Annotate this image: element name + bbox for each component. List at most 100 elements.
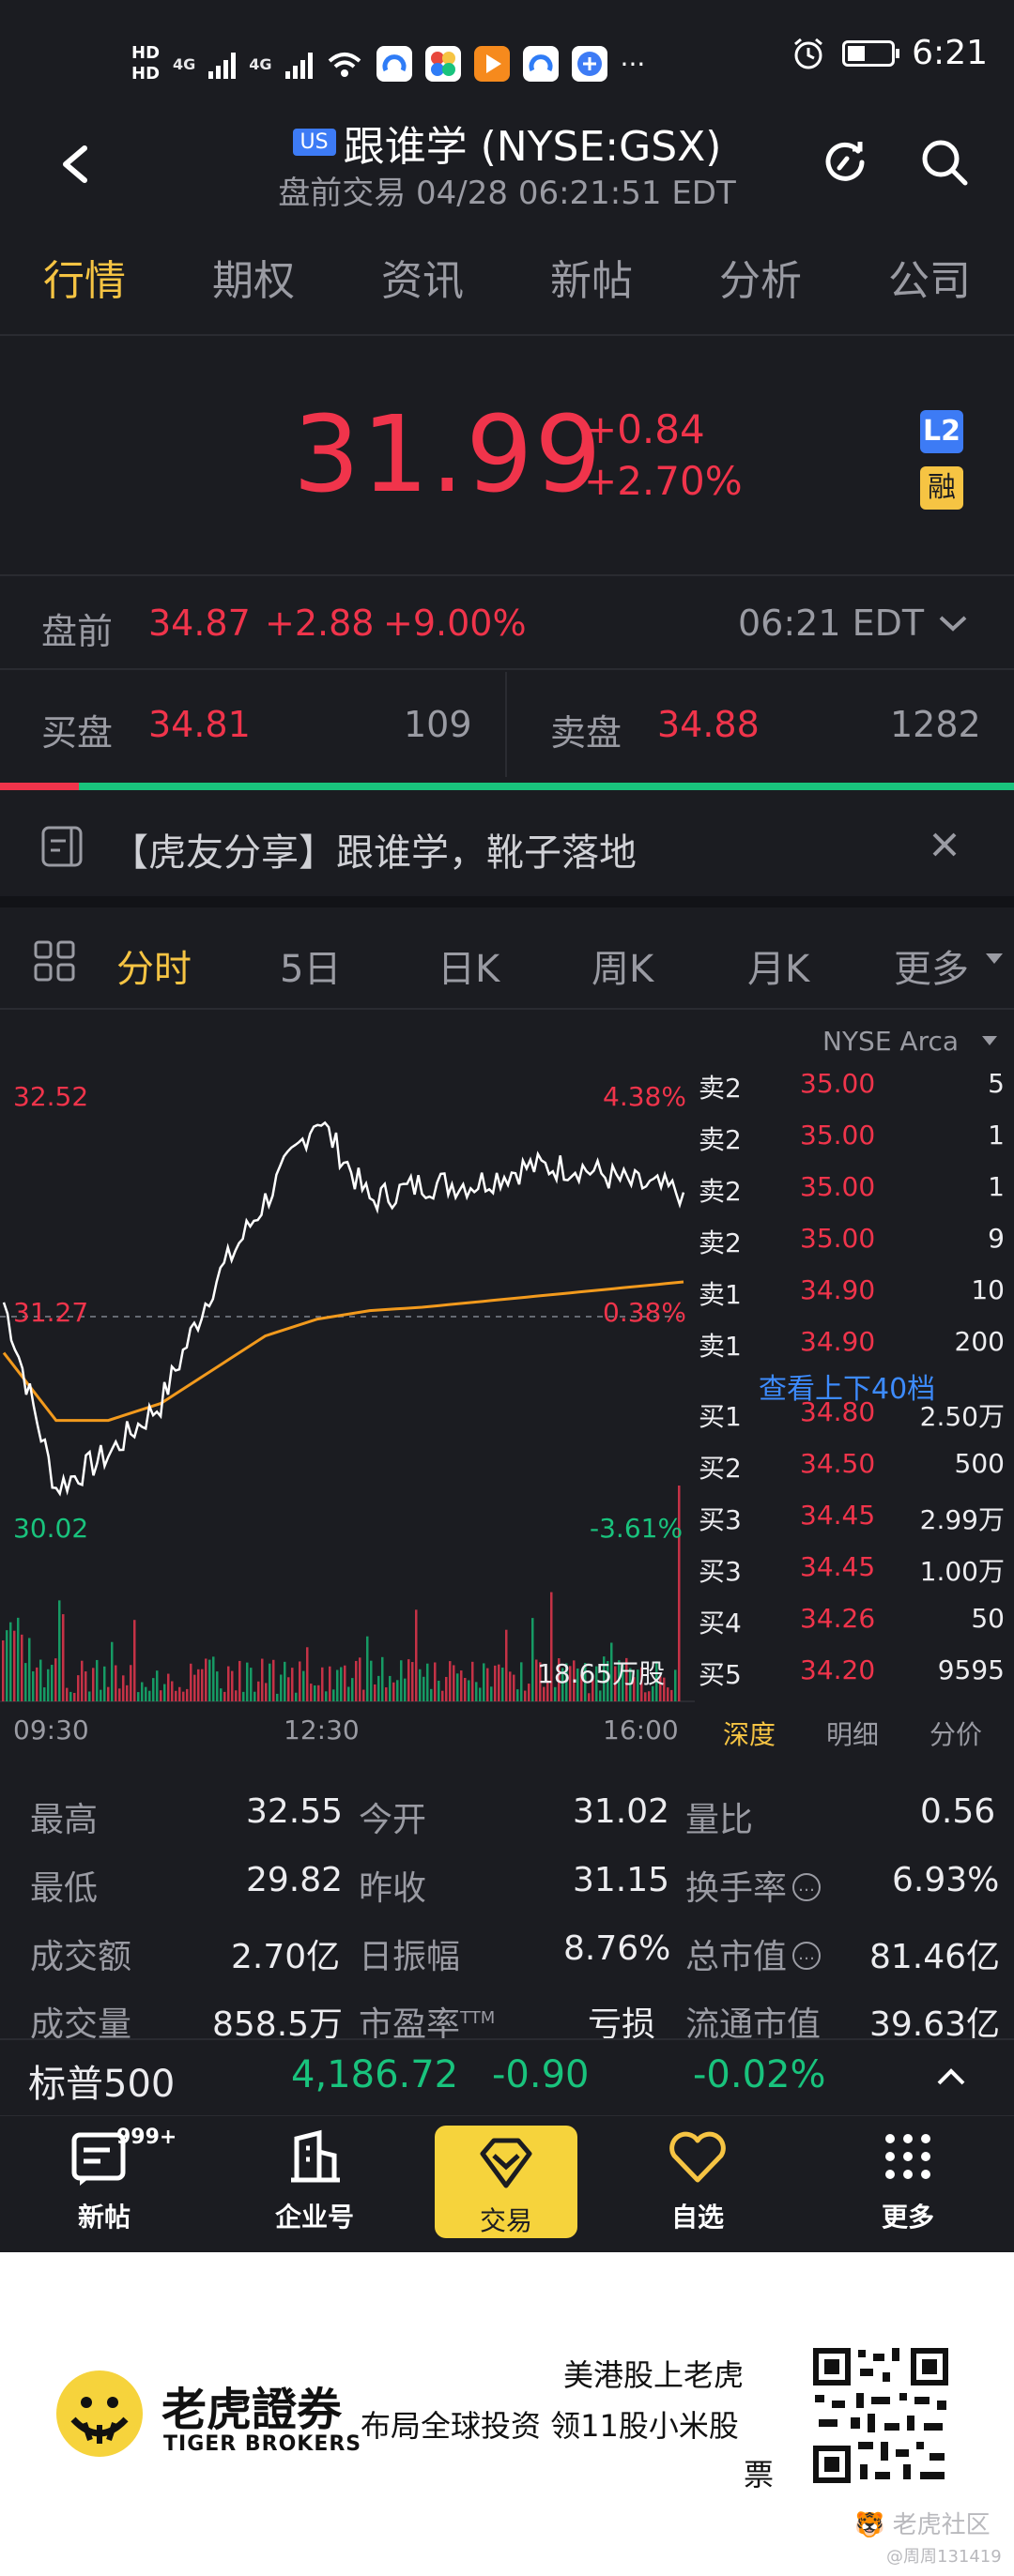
margin-badge[interactable]: 融	[920, 466, 963, 510]
volume-bar	[103, 1666, 106, 1701]
volume-bar	[306, 1647, 309, 1701]
order-side: 买3	[699, 1556, 742, 1587]
stat-label-market-cap[interactable]: 总市值…	[685, 1929, 822, 1978]
index-change-pct: -0.02%	[693, 2053, 826, 2096]
volume-bar	[550, 1592, 553, 1701]
tab-depth[interactable]: 深度	[723, 1719, 776, 1750]
volume-bar	[618, 1660, 621, 1701]
more-info-icon[interactable]: …	[792, 1873, 822, 1901]
tab-weekly-k[interactable]: 周K	[592, 948, 654, 991]
heart-icon	[669, 2131, 726, 2183]
back-button[interactable]	[47, 131, 103, 197]
nav-more[interactable]: 更多	[837, 2126, 978, 2234]
last-price: 31.99	[293, 394, 604, 516]
news-banner[interactable]: 【虎友分享】跟谁学，靴子落地	[0, 798, 1014, 892]
tab-analysis[interactable]: 分析	[719, 257, 802, 305]
refresh-icon[interactable]	[819, 136, 871, 189]
y-label-high-pct: 4.38%	[603, 1081, 686, 1112]
volume-bar	[220, 1688, 223, 1701]
premarket-time: 06:21 EDT	[738, 602, 925, 644]
nav-trade-button[interactable]: 交易	[435, 2126, 577, 2238]
index-ticker-bar[interactable]: 标普500 4,186.72 -0.90 -0.02%	[0, 2038, 1014, 2117]
tab-more[interactable]: 更多	[894, 948, 969, 991]
intraday-chart[interactable]	[0, 1012, 695, 1734]
volume-bar	[498, 1664, 500, 1701]
caret-down-icon[interactable]	[980, 1034, 999, 1047]
premarket-row[interactable]: 盘前 34.87 +2.88 +9.00% 06:21 EDT	[0, 576, 1014, 670]
volume-bar	[287, 1677, 290, 1701]
volume-bar	[637, 1669, 639, 1701]
volume-bar	[344, 1665, 346, 1701]
close-icon[interactable]	[930, 830, 960, 860]
volume-bar	[43, 1687, 46, 1701]
search-icon[interactable]	[918, 136, 971, 189]
volume-bar	[24, 1663, 27, 1701]
more-info-icon[interactable]: …	[792, 1942, 822, 1970]
app-notification-icon	[473, 46, 510, 82]
stat-value: 858.5万	[212, 2005, 344, 2044]
grid-icon[interactable]	[32, 938, 77, 983]
tab-posts[interactable]: 新帖	[550, 257, 633, 305]
volume-bar	[54, 1658, 57, 1701]
tab-intraday[interactable]: 分时	[116, 948, 192, 991]
promo-line: 美港股上老虎	[563, 2357, 745, 2393]
exchange-selector[interactable]: NYSE Arca	[822, 1026, 960, 1057]
order-size: 10	[971, 1274, 1005, 1305]
stat-value: 81.46亿	[869, 1938, 1001, 1976]
stat-label: 最高	[30, 1801, 99, 1839]
volume-bar	[88, 1691, 91, 1701]
volume-bar	[269, 1663, 271, 1701]
nav-watchlist[interactable]: 自选	[627, 2126, 768, 2234]
clock: 6:21	[912, 34, 988, 72]
view-40-levels-link[interactable]: 查看上下40档	[759, 1373, 936, 1406]
y-label-high: 32.52	[13, 1081, 89, 1112]
volume-bar	[223, 1691, 226, 1701]
tab-details[interactable]: 明细	[826, 1719, 880, 1750]
tab-5day[interactable]: 5日	[280, 948, 342, 991]
promo-banner[interactable]: 老虎證券 TIGER BROKERS 美港股上老虎 布局全球投资 领11股小米股…	[0, 2252, 1014, 2576]
volume-bar	[362, 1689, 365, 1701]
volume-bar	[471, 1661, 474, 1701]
volume-bar	[531, 1618, 534, 1701]
nav-company[interactable]: 企业号	[244, 2126, 385, 2234]
qr-code[interactable]	[809, 2344, 952, 2487]
volume-bar	[329, 1666, 331, 1701]
volume-bar	[163, 1684, 166, 1701]
order-book-row: 买5 34.20 9595	[699, 1645, 1008, 1697]
building-icon	[291, 2129, 340, 2183]
volume-bar	[385, 1687, 388, 1701]
volume-bar	[411, 1662, 414, 1701]
premarket-change-pct: +9.00%	[383, 602, 527, 644]
bid-price: 34.81	[148, 704, 251, 745]
order-size: 1	[988, 1120, 1005, 1151]
chevron-up-icon[interactable]	[935, 2066, 967, 2087]
premarket-change: +2.88	[265, 602, 375, 644]
volume-bar	[678, 1486, 681, 1701]
tab-news[interactable]: 资讯	[381, 257, 464, 305]
stat-label-turnover[interactable]: 换手率…	[685, 1861, 822, 1910]
volume-bar	[182, 1691, 185, 1701]
volume-bar	[167, 1673, 170, 1701]
level2-badge[interactable]: L2	[920, 410, 963, 453]
news-text[interactable]: 【虎友分享】跟谁学，靴子落地	[111, 831, 637, 875]
volume-bar	[276, 1693, 279, 1701]
tab-daily-k[interactable]: 日K	[438, 948, 500, 991]
volume-bar	[460, 1670, 463, 1701]
divider	[0, 1008, 1014, 1010]
stat-value: 32.55	[246, 1792, 344, 1831]
stat-label: 流通市值	[685, 2005, 822, 2044]
nav-label: 自选	[670, 2202, 724, 2233]
tab-monthly-k[interactable]: 月K	[747, 948, 810, 991]
volume-bar	[449, 1661, 452, 1701]
volume-bar	[468, 1680, 470, 1701]
tab-price-breakdown[interactable]: 分价	[930, 1719, 983, 1750]
stat-label: 量比	[685, 1801, 754, 1839]
chevron-down-icon[interactable]	[937, 614, 969, 633]
volume-bar	[246, 1662, 249, 1701]
tab-options[interactable]: 期权	[212, 257, 295, 305]
nav-posts[interactable]: 999+ 新帖	[34, 2126, 177, 2234]
tab-company[interactable]: 公司	[888, 257, 971, 305]
volume-bar	[122, 1675, 125, 1701]
tab-quote[interactable]: 行情	[43, 257, 126, 305]
volume-bar	[404, 1678, 407, 1701]
